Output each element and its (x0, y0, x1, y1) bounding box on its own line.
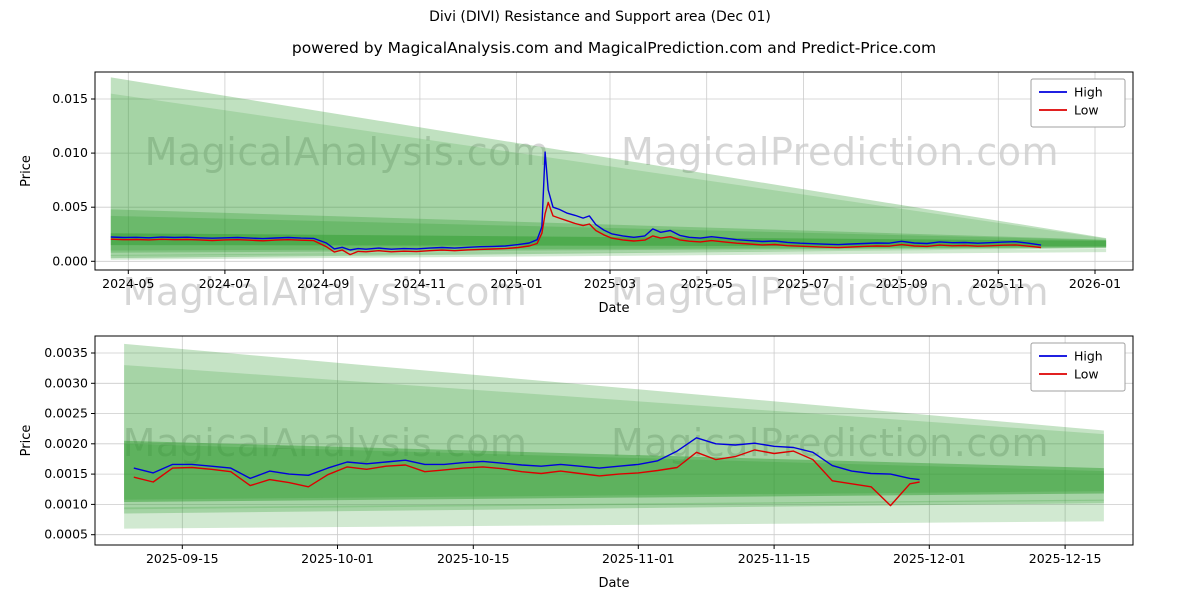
x-axis-label: Date (598, 576, 629, 591)
legend-label-high: High (1074, 349, 1103, 364)
x-tick-label: 2025-07 (777, 276, 829, 291)
x-tick-label: 2026-01 (1069, 276, 1121, 291)
watermark-prediction: MagicalPrediction.com (621, 130, 1059, 174)
support-resistance-band (110, 248, 1107, 260)
y-tick-label: 0.0035 (44, 345, 88, 360)
legend-box (1030, 342, 1126, 392)
legend-box (1030, 78, 1126, 128)
y-tick-label: 0.000 (52, 253, 88, 268)
y-tick-label: 0.015 (52, 91, 88, 106)
x-tick-label: 2025-11-01 (602, 551, 675, 566)
watermark-analysis: MagicalAnalysis.com (144, 130, 550, 174)
x-tick-label: 2025-09 (875, 276, 927, 291)
watermark-analysis: MagicalAnalysis.com (122, 270, 528, 314)
plot-border (94, 71, 1134, 271)
support-resistance-band (110, 215, 1107, 251)
support-resistance-band (124, 365, 1104, 510)
support-resistance-band (110, 77, 1107, 259)
x-tick-label: 2024-11 (394, 276, 446, 291)
x-tick-label: 2025-10-01 (301, 551, 374, 566)
y-tick-label: 0.0030 (44, 375, 88, 390)
support-resistance-band (124, 499, 1104, 529)
chart-top-price-history: 2024-05 2024-07 2024-09 2024-11 2025-01 2025-… (19, 71, 1134, 316)
legend-label-low: Low (1074, 367, 1099, 382)
x-tick-label: 2025-01 (490, 276, 542, 291)
watermark-prediction: MagicalPrediction.com (611, 421, 1049, 465)
series-line-low (110, 201, 1042, 256)
y-tick-label: 0.0010 (44, 496, 88, 511)
legend-label-low: Low (1074, 103, 1099, 118)
x-tick-label: 2025-09-15 (146, 551, 219, 566)
x-tick-label: 2024-05 (102, 276, 154, 291)
watermark-prediction: MagicalPrediction.com (611, 270, 1049, 314)
y-tick-label: 0.010 (52, 145, 88, 160)
series-line-high (110, 151, 1042, 251)
x-axis-label: Date (598, 301, 629, 316)
x-tick-label: 2025-03 (584, 276, 636, 291)
y-tick-label: 0.0015 (44, 466, 88, 481)
support-resistance-band (124, 343, 1104, 514)
plot-border (94, 335, 1134, 546)
x-tick-label: 2025-11-15 (738, 551, 811, 566)
y-tick-label: 0.005 (52, 199, 88, 214)
x-tick-label: 2025-10-15 (437, 551, 510, 566)
figure-subtitle: powered by MagicalAnalysis.com and Magic… (291, 39, 937, 57)
support-resistance-band (124, 443, 1104, 500)
x-tick-label: 2025-12-15 (1029, 551, 1102, 566)
x-tick-label: 2025-12-01 (893, 551, 966, 566)
series-line-high (133, 437, 920, 481)
support-resistance-band (110, 209, 1107, 253)
x-tick-label: 2024-09 (297, 276, 349, 291)
legend-label-high: High (1074, 85, 1103, 100)
figure-title: Divi (DIVI) Resistance and Support area … (429, 9, 771, 25)
x-tick-label: 2024-07 (199, 276, 251, 291)
y-tick-label: 0.0025 (44, 406, 88, 421)
y-tick-label: 0.0020 (44, 436, 88, 451)
y-axis-label: Price (19, 155, 34, 187)
support-resistance-band (110, 93, 1107, 256)
series-line-low (133, 449, 920, 507)
watermark-analysis: MagicalAnalysis.com (122, 421, 528, 465)
x-tick-label: 2025-05 (681, 276, 733, 291)
y-axis-label: Price (19, 425, 34, 457)
y-tick-label: 0.0005 (44, 527, 88, 542)
x-tick-label: 2025-11 (972, 276, 1024, 291)
support-resistance-band (124, 440, 1104, 502)
chart-bottom-price-recent: 2025-09-15 2025-10-01 2025-10-15 2025-11-01… (19, 335, 1134, 591)
